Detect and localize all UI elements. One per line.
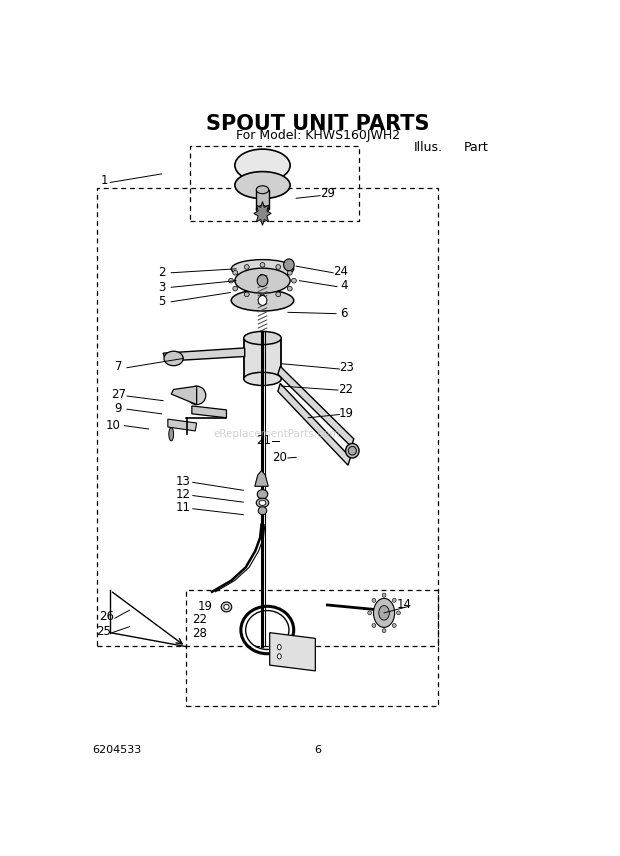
Ellipse shape <box>244 331 281 345</box>
Text: 19: 19 <box>197 600 212 613</box>
Ellipse shape <box>392 623 396 627</box>
Polygon shape <box>168 419 197 431</box>
Ellipse shape <box>259 500 266 505</box>
Text: 27: 27 <box>111 388 126 401</box>
FancyBboxPatch shape <box>244 338 281 379</box>
Ellipse shape <box>291 278 296 283</box>
Ellipse shape <box>224 604 229 609</box>
Text: 20: 20 <box>272 451 286 464</box>
Text: 12: 12 <box>175 488 191 501</box>
Text: Illus.: Illus. <box>414 141 443 154</box>
Text: 24: 24 <box>334 265 348 278</box>
Text: 6: 6 <box>340 307 348 320</box>
Text: Part: Part <box>464 141 489 154</box>
Ellipse shape <box>244 292 249 297</box>
Text: 28: 28 <box>193 627 208 639</box>
Text: 5: 5 <box>158 295 166 308</box>
Polygon shape <box>192 406 226 418</box>
Ellipse shape <box>277 645 281 650</box>
Ellipse shape <box>260 263 265 267</box>
Text: 6204533: 6204533 <box>92 745 141 755</box>
Ellipse shape <box>276 265 281 270</box>
Text: eReplacementParts.com: eReplacementParts.com <box>214 429 340 438</box>
Text: 10: 10 <box>106 419 121 432</box>
Text: SPOUT UNIT PARTS: SPOUT UNIT PARTS <box>206 114 430 134</box>
Ellipse shape <box>372 623 376 627</box>
Text: 22: 22 <box>338 383 353 396</box>
Ellipse shape <box>373 598 395 627</box>
Ellipse shape <box>256 186 268 193</box>
Text: 13: 13 <box>176 474 190 488</box>
Ellipse shape <box>368 611 371 615</box>
Ellipse shape <box>231 290 294 311</box>
Ellipse shape <box>287 270 292 275</box>
Ellipse shape <box>244 372 281 385</box>
Text: 21: 21 <box>257 434 272 447</box>
Text: 19: 19 <box>339 407 354 420</box>
Polygon shape <box>278 383 350 466</box>
Ellipse shape <box>229 278 233 283</box>
Text: 1: 1 <box>100 174 108 187</box>
Ellipse shape <box>345 443 359 458</box>
Text: 2: 2 <box>158 266 166 279</box>
Polygon shape <box>278 366 354 447</box>
Polygon shape <box>171 386 197 405</box>
Ellipse shape <box>256 498 268 508</box>
Text: 7: 7 <box>115 360 122 373</box>
Ellipse shape <box>235 268 290 294</box>
Ellipse shape <box>235 149 290 181</box>
Ellipse shape <box>372 598 376 603</box>
Ellipse shape <box>258 295 267 306</box>
Text: 29: 29 <box>320 187 335 200</box>
Ellipse shape <box>260 294 265 299</box>
Text: 25: 25 <box>97 625 112 638</box>
Ellipse shape <box>221 602 232 612</box>
Text: 14: 14 <box>397 598 412 611</box>
Ellipse shape <box>187 386 206 405</box>
Ellipse shape <box>258 507 267 514</box>
Ellipse shape <box>164 351 184 366</box>
Polygon shape <box>163 348 245 361</box>
Ellipse shape <box>257 490 268 499</box>
Ellipse shape <box>382 628 386 633</box>
FancyBboxPatch shape <box>256 190 268 210</box>
Polygon shape <box>270 633 316 671</box>
Ellipse shape <box>233 286 237 291</box>
Text: 6: 6 <box>314 745 321 755</box>
Ellipse shape <box>397 611 401 615</box>
Ellipse shape <box>256 205 268 213</box>
Ellipse shape <box>287 286 292 291</box>
Text: 23: 23 <box>339 361 354 374</box>
Ellipse shape <box>235 171 290 199</box>
Text: 3: 3 <box>158 281 166 294</box>
Ellipse shape <box>277 654 281 659</box>
Text: 4: 4 <box>340 279 348 293</box>
Text: For Model: KHWS160JWH2: For Model: KHWS160JWH2 <box>236 129 400 142</box>
Ellipse shape <box>169 428 174 441</box>
Text: 9: 9 <box>115 402 122 415</box>
Text: 22: 22 <box>193 613 208 626</box>
Polygon shape <box>255 471 268 486</box>
Ellipse shape <box>382 593 386 597</box>
Ellipse shape <box>231 259 294 278</box>
Ellipse shape <box>379 606 389 620</box>
Ellipse shape <box>257 275 268 287</box>
Text: 11: 11 <box>175 501 191 514</box>
Text: 26: 26 <box>99 610 114 623</box>
Ellipse shape <box>283 259 294 270</box>
Polygon shape <box>254 202 271 225</box>
Ellipse shape <box>392 598 396 603</box>
Ellipse shape <box>348 446 356 455</box>
Ellipse shape <box>233 270 237 275</box>
Ellipse shape <box>276 292 281 297</box>
Ellipse shape <box>244 265 249 270</box>
